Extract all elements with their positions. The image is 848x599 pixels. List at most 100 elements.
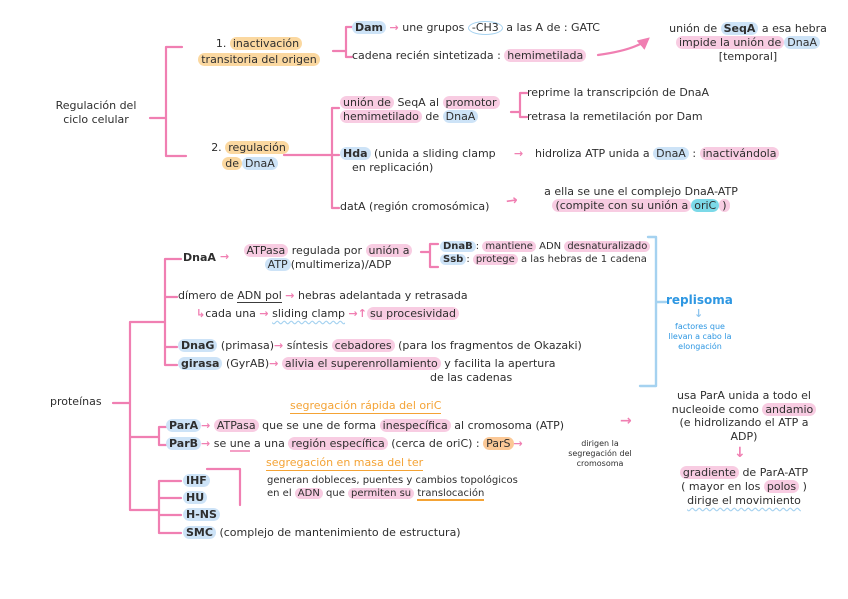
node-proteinas: proteínas xyxy=(50,395,102,408)
text-segment: segregación del xyxy=(568,449,632,458)
highlight-hemimetilado: hemimetilado xyxy=(340,110,422,123)
arrow-down-icon: ↓ xyxy=(734,445,746,461)
text-segment: : xyxy=(475,241,480,252)
text-segment: en el xyxy=(267,488,292,499)
text-segment: a una xyxy=(253,437,285,450)
node-cadena-hemimetilada: cadena recién sintetizada : hemimetilada xyxy=(352,49,587,63)
arrow-right-icon: → xyxy=(285,289,295,302)
node-hu: HU xyxy=(183,491,208,505)
highlight-promotor: promotor xyxy=(442,96,500,109)
protein-dam: Dam xyxy=(352,21,387,34)
arrow-right-icon: → xyxy=(220,250,230,263)
highlight-andamio: andamio xyxy=(762,402,817,416)
highlight-transitoria: transitoria del origen xyxy=(198,53,320,66)
highlight-atpasa: ATPasa xyxy=(213,419,259,432)
arrow-hemimetilada-seqa xyxy=(596,37,650,57)
node-girasa-line2: de las cadenas xyxy=(430,371,513,384)
highlight-hemimetilada: hemimetilada xyxy=(504,49,587,62)
arrow-right-icon: → xyxy=(514,147,524,160)
protein-parb: ParB xyxy=(166,437,201,450)
connector-item2-children xyxy=(282,106,341,210)
arrow-right-icon: → xyxy=(389,21,399,34)
text-segment: factores que xyxy=(675,322,725,331)
connector-proteinas-root xyxy=(111,320,167,512)
text-segment: síntesis xyxy=(286,339,329,352)
text-segment: cadena recién sintetizada : xyxy=(352,49,501,62)
node-retrasa: retrasa la remetilación por Dam xyxy=(527,110,703,123)
arrow-right-icon: → xyxy=(201,419,211,432)
protein-dnaa: DnaA xyxy=(242,157,278,170)
arrow-up-icon: ↑ xyxy=(357,307,367,320)
connector-atpasa-box-bracket xyxy=(419,242,440,269)
node-dam: Dam → une grupos -CH3 a las A de : GATC xyxy=(352,21,600,35)
node-smc: SMC (complejo de mantenimiento de estruc… xyxy=(183,526,461,540)
text-segment: ( mayor en los xyxy=(681,480,761,493)
protein-ssb: Ssb xyxy=(440,254,467,265)
text-segment: a las hebras de 1 cadena xyxy=(521,254,647,265)
text-segment: al cromosoma (ATP) xyxy=(454,419,565,432)
connector-cycle-root xyxy=(148,45,188,158)
connector-seqaprom-children xyxy=(509,91,529,119)
highlight-inactivandola: inactivándola xyxy=(699,147,780,160)
node-dnag: DnaG (primasa)→ síntesis cebadores (para… xyxy=(178,339,582,353)
text-segment: y facilita la apertura xyxy=(444,357,556,370)
text-segment: dímero de xyxy=(178,289,234,302)
node-dimero-adnpol: dímero de ADN pol → hebras adelantada y … xyxy=(178,289,468,303)
highlight-atp: ATP xyxy=(264,258,291,271)
node-para: ParA → ATPasa que se une de forma inespec… xyxy=(166,419,564,433)
node-dirigen: dirigen la segregación del cromosoma xyxy=(550,439,650,469)
underlined-adn-pol: ADN pol xyxy=(237,289,282,303)
node-parb: ParB → se une a una región específica (ce… xyxy=(166,437,523,452)
node-dnab-ssb-box: DnaB: mantiene ADN desnaturalizado Ssb: … xyxy=(440,240,651,266)
highlight-union: unión de xyxy=(340,96,394,109)
protein-dnaa: DnaA xyxy=(653,147,689,160)
heading-text: segregación rápida del oriC xyxy=(290,399,442,414)
arrow-right-icon: → xyxy=(513,437,523,450)
text-segment: llevan a cabo la xyxy=(668,332,732,341)
text-segment: hebras adelantada y retrasada xyxy=(298,289,468,302)
arrow-right-icon: → xyxy=(259,307,269,320)
node-seqa-hebra: unión de SeqA a esa hebra impide la unió… xyxy=(650,22,846,64)
heading-segregacion-ter: segregación en masa del ter xyxy=(266,456,424,471)
highlight-cebadores: cebadores xyxy=(331,339,395,352)
text-segment: de ParA-ATP xyxy=(742,466,809,479)
connector-par-group xyxy=(157,425,168,447)
node-reprime: reprime la transcripción de DnaA xyxy=(527,86,710,99)
heading-segregacion-oric: segregación rápida del oriC xyxy=(290,399,442,414)
text-segment: ADN xyxy=(539,241,562,252)
text-segment: ) xyxy=(802,480,807,493)
connector-nucleoid-note xyxy=(205,467,242,507)
arrow-right-icon: → xyxy=(274,339,284,352)
text-segment: se xyxy=(213,437,227,450)
text-segment: que se une de forma xyxy=(262,419,377,432)
item-number: 2. xyxy=(211,141,222,154)
text-segment: : xyxy=(692,147,697,160)
highlight-permiten: permiten su xyxy=(348,488,415,499)
text-segment: a esa hebra xyxy=(761,22,827,35)
text-segment: dirigen la xyxy=(581,439,619,448)
text-segment: ) xyxy=(719,199,730,212)
text-segment: nucleoide como xyxy=(671,402,759,416)
highlight-inespecifica: inespecífica xyxy=(379,419,451,432)
underlined-une: une xyxy=(229,437,251,452)
arrow-right-icon: → xyxy=(201,437,211,450)
highlight-desnaturalizado: desnaturalizado xyxy=(564,241,651,252)
arrow-right-icon: → xyxy=(348,307,358,320)
wavy-dirige-movimiento: dirige el movimiento xyxy=(687,494,801,507)
protein-hda: Hda xyxy=(340,147,371,160)
highlight-region-especifica: región específica xyxy=(288,437,388,450)
text-segment: (para los fragmentos de Okazaki) xyxy=(398,339,582,352)
connector-replication-group xyxy=(163,257,183,367)
text-segment: a ella se une el complejo DnaA-ATP xyxy=(544,185,738,198)
bracket-replisoma xyxy=(638,235,668,388)
text-segment: [temporal] xyxy=(718,50,778,63)
text-segment: usa ParA unida a todo el xyxy=(677,389,811,402)
text-segment: en replicación) xyxy=(352,161,434,174)
highlight-procesividad: su procesividad xyxy=(366,307,460,320)
protein-dnab: DnaB xyxy=(440,241,476,252)
text-segment: regulada por xyxy=(291,244,363,257)
highlight-protege: protege xyxy=(472,254,518,265)
node-generan: generan dobleces, puentes y cambios topo… xyxy=(267,474,518,501)
node-seqa-promotor: unión de SeqA al promotor hemimetilado d… xyxy=(340,96,500,124)
node-usa-para: usa ParA unida a todo el nucleoide como … xyxy=(648,389,840,443)
